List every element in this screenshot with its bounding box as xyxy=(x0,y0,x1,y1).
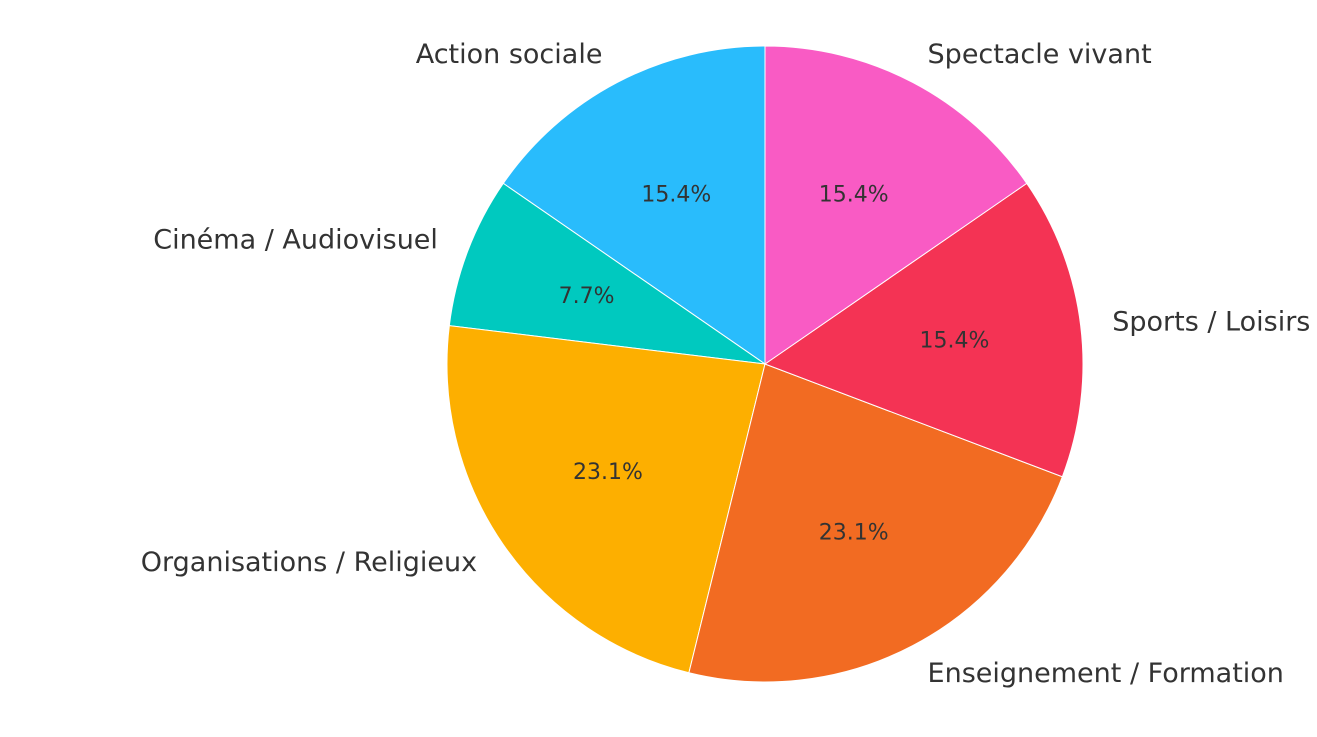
pct-label-enseignement-formation: 23.1% xyxy=(819,520,889,545)
pie-slice-enseignement-formation xyxy=(688,363,1063,683)
pie-slice-cinema-audiovisuel xyxy=(448,182,766,365)
pie-slice-action-sociale xyxy=(502,45,766,365)
pct-label-cinema-audiovisuel: 7.7% xyxy=(559,284,615,309)
pie-slice-organisations-religieux xyxy=(446,325,766,674)
pct-label-action-sociale: 15.4% xyxy=(641,183,711,208)
category-label-cinema-audiovisuel: Cinéma / Audiovisuel xyxy=(153,224,438,255)
category-labels: Action sociale Cinéma / Audiovisuel Organi… xyxy=(141,39,1311,689)
pie-slices xyxy=(446,45,1084,683)
percentage-labels: 15.4% 7.7% 23.1% 23.1% 15.4% 15.4% xyxy=(559,183,990,546)
category-label-sports-loisirs: Sports / Loisirs xyxy=(1112,306,1310,337)
category-label-enseignement-formation: Enseignement / Formation xyxy=(928,658,1284,689)
pie-slice-spectacle-vivant xyxy=(764,45,1028,365)
pct-label-organisations-religieux: 23.1% xyxy=(573,460,643,485)
category-label-organisations-religieux: Organisations / Religieux xyxy=(141,547,477,578)
pct-label-spectacle-vivant: 15.4% xyxy=(819,183,889,208)
pct-label-sports-loisirs: 15.4% xyxy=(919,329,989,354)
category-label-spectacle-vivant: Spectacle vivant xyxy=(928,39,1152,70)
category-label-action-sociale: Action sociale xyxy=(416,39,603,70)
pie-slice-sports-loisirs xyxy=(763,182,1084,478)
